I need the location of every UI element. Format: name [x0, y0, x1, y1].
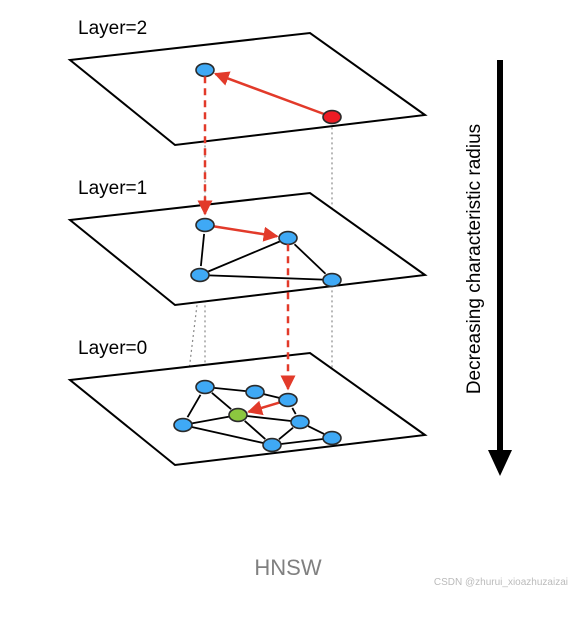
blue-node: [279, 394, 297, 407]
blue-node: [323, 274, 341, 287]
red-node: [323, 111, 341, 124]
layer-2-plane: [70, 33, 425, 145]
big-arrow: [488, 60, 512, 476]
blue-node: [323, 432, 341, 445]
green-node: [229, 409, 247, 422]
blue-node: [196, 381, 214, 394]
layer-0-label: Layer=0: [78, 338, 147, 360]
blue-node: [263, 439, 281, 452]
blue-node: [246, 386, 264, 399]
hnsw-diagram: [0, 0, 576, 620]
layer-1-label: Layer=1: [78, 178, 147, 200]
blue-node: [279, 232, 297, 245]
layer-2: [70, 33, 425, 145]
blue-node: [174, 419, 192, 432]
watermark: CSDN @zhurui_xioazhuzaizai: [434, 577, 568, 588]
layer-0: [70, 353, 425, 465]
layer-0-plane: [70, 353, 425, 465]
blue-node: [291, 416, 309, 429]
layer-1-plane: [70, 193, 425, 305]
blue-node: [196, 219, 214, 232]
side-label: Decreasing characteristic radius: [464, 124, 486, 394]
down-arrow-head: [488, 450, 512, 476]
blue-node: [191, 269, 209, 282]
layers-content: [70, 33, 425, 465]
layer-2-label: Layer=2: [78, 18, 147, 40]
blue-node: [196, 64, 214, 77]
layer-1: [70, 193, 425, 305]
